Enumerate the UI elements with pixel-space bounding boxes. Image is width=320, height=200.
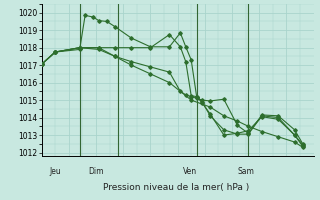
Text: Pression niveau de la mer( hPa ): Pression niveau de la mer( hPa ): [103, 183, 249, 192]
Text: Jeu: Jeu: [50, 167, 61, 176]
Text: Sam: Sam: [237, 167, 254, 176]
Text: Ven: Ven: [183, 167, 197, 176]
Text: Dim: Dim: [88, 167, 103, 176]
